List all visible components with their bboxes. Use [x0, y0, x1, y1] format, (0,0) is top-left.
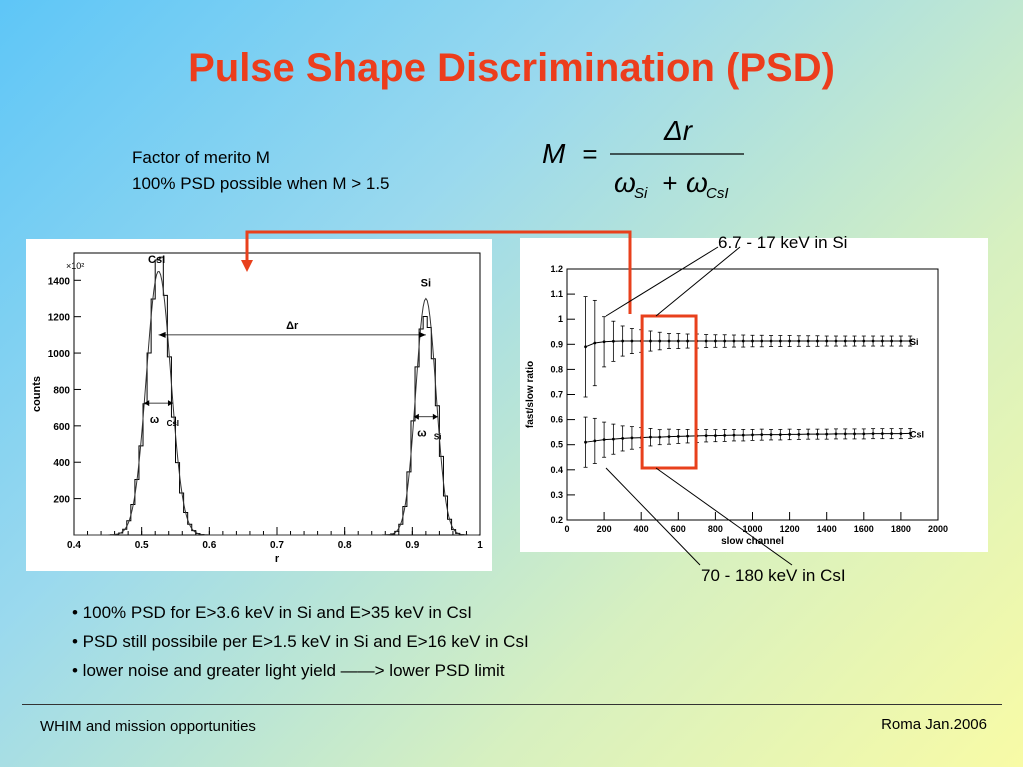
- x-tick-label: 1800: [891, 524, 911, 534]
- formula-lhs: M: [542, 138, 566, 169]
- peak-label-csi: CsI: [148, 254, 165, 266]
- series-line: [585, 432, 911, 443]
- x-tick-label: 400: [634, 524, 649, 534]
- x-tick-label: 0: [564, 524, 569, 534]
- histogram-chart: 200 400 600 800 1000 1200 1400 0.4 0.5 0.6 0.7 0.8 0…: [31, 252, 483, 565]
- x-tick-label: 0.4: [67, 540, 81, 551]
- formula-plus: +: [662, 168, 677, 198]
- y-axis-label: counts: [31, 376, 43, 412]
- x-tick-label: 0.5: [135, 540, 149, 551]
- histogram-panel: 200 400 600 800 1000 1200 1400 0.4 0.5 0.6 0.7 0.8 0…: [26, 239, 492, 571]
- formula-omega-csi: ω: [686, 167, 708, 198]
- x-tick-label: 1600: [854, 524, 874, 534]
- merit-formula: M = Δr ω Si + ω CsI: [536, 112, 756, 202]
- slide-title: Pulse Shape Discrimination (PSD): [188, 46, 835, 90]
- x-tick-label: 0.7: [270, 540, 284, 551]
- x-tick-label: 0.6: [202, 540, 216, 551]
- ratio-panel: 0.2 0.3 0.4 0.5 0.6 0.7 0.8 0.9 1 1.1 1.2 0 200 400 60…: [520, 238, 988, 552]
- delta-r-arrowhead-right-icon: [418, 331, 426, 338]
- series-label-csi: CsI: [910, 429, 924, 439]
- y-tick-label: 0.6: [550, 415, 563, 425]
- peak-label-si: Si: [421, 277, 431, 289]
- y-tick-label: 400: [53, 458, 70, 469]
- y-tick-label: 600: [53, 422, 70, 433]
- factor-line-1: Factor of merito M: [132, 148, 270, 167]
- x-tick-label: 0.8: [338, 540, 352, 551]
- x-tick-label: 2000: [928, 524, 948, 534]
- formula-sub-si: Si: [634, 185, 648, 202]
- width-si-arrowhead-right-icon: [432, 413, 438, 420]
- x-tick-label: 200: [597, 524, 612, 534]
- callout-csi-energy: 70 - 180 keV in CsI: [701, 566, 846, 585]
- x-tick-label: 1400: [817, 524, 837, 534]
- x-tick-label: 1000: [742, 524, 762, 534]
- width-csi-sub-label: CsI: [167, 419, 179, 428]
- y-tick-label: 0.8: [550, 364, 563, 374]
- width-csi-label: ω: [150, 414, 159, 426]
- y-multiplier-label: ×10²: [66, 261, 84, 271]
- y-tick-label: 0.3: [550, 490, 563, 500]
- formula-omega-si: ω: [614, 167, 636, 198]
- y-tick-label: 1.1: [550, 289, 563, 299]
- y-axis-label: fast/slow ratio: [525, 361, 536, 428]
- y-tick-label: 1400: [48, 276, 71, 287]
- y-tick-label: 0.9: [550, 339, 563, 349]
- y-tick-label: 0.5: [550, 440, 563, 450]
- y-tick-label: 1200: [48, 313, 71, 324]
- factor-line-2: 100% PSD possible when M > 1.5: [132, 174, 390, 193]
- x-tick-label: 600: [671, 524, 686, 534]
- y-tick-label: 0.4: [550, 465, 563, 475]
- y-tick-label: 800: [53, 385, 70, 396]
- bullet-item: • lower noise and greater light yield ——…: [72, 661, 505, 680]
- width-si-label: ω: [417, 428, 426, 440]
- width-csi-arrowhead-left-icon: [144, 400, 150, 407]
- y-tick-label: 1.2: [550, 264, 563, 274]
- delta-r-label: Δr: [286, 320, 299, 332]
- y-tick-label: 0.2: [550, 515, 563, 525]
- y-tick-label: 1: [558, 314, 563, 324]
- formula-equals: =: [582, 139, 597, 169]
- footer-date: Roma Jan.2006: [881, 716, 987, 733]
- gaussian-fit-line: [74, 271, 479, 536]
- width-si-arrowhead-left-icon: [413, 413, 419, 420]
- x-axis-label: slow channel: [721, 536, 784, 547]
- x-tick-label: 1200: [780, 524, 800, 534]
- series-line: [585, 340, 911, 348]
- footer-divider: [22, 704, 1002, 705]
- y-tick-label: 0.7: [550, 390, 563, 400]
- x-tick-label: 1: [477, 540, 483, 551]
- series-label-si: Si: [910, 337, 919, 347]
- x-tick-label: 800: [708, 524, 723, 534]
- x-axis-label: r: [275, 553, 280, 565]
- callout-si-energy: 6.7 - 17 keV in Si: [718, 233, 848, 252]
- width-si-sub-label: Si: [434, 433, 442, 442]
- bullet-list: • 100% PSD for E>3.6 keV in Si and E>35 …: [72, 598, 529, 685]
- y-tick-label: 200: [53, 495, 70, 506]
- formula-sub-csi: CsI: [706, 185, 729, 202]
- footer-title: WHIM and mission opportunities: [40, 718, 256, 735]
- y-tick-label: 1000: [48, 349, 71, 360]
- bullet-item: • PSD still possibile per E>1.5 keV in S…: [72, 632, 529, 651]
- ratio-chart: 0.2 0.3 0.4 0.5 0.6 0.7 0.8 0.9 1 1.1 1.2 0 200 400 60…: [525, 264, 948, 547]
- plot-frame: [566, 268, 939, 521]
- factor-text: Factor of merito M 100% PSD possible whe…: [132, 145, 390, 197]
- x-tick-label: 0.9: [405, 540, 419, 551]
- delta-r-arrowhead-left-icon: [158, 331, 166, 338]
- formula-numerator: Δr: [663, 115, 694, 146]
- width-csi-arrowhead-right-icon: [167, 400, 173, 407]
- bullet-item: • 100% PSD for E>3.6 keV in Si and E>35 …: [72, 603, 473, 622]
